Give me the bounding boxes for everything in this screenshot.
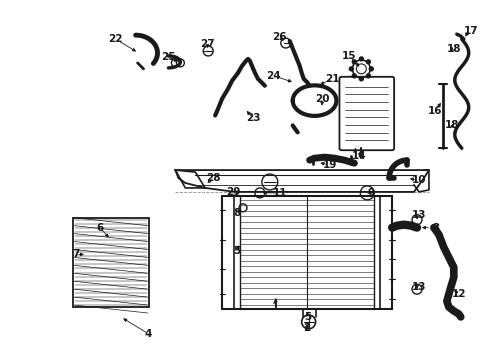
Circle shape [359, 57, 363, 61]
Text: 15: 15 [342, 51, 356, 61]
Text: 6: 6 [96, 222, 103, 233]
Text: 23: 23 [245, 113, 260, 123]
Text: 7: 7 [72, 249, 80, 260]
Text: 22: 22 [108, 34, 123, 44]
Text: 11: 11 [272, 188, 286, 198]
Circle shape [366, 74, 369, 78]
Text: 14: 14 [351, 151, 366, 161]
Text: 21: 21 [325, 74, 339, 84]
Text: 4: 4 [144, 329, 152, 339]
Text: 27: 27 [200, 39, 214, 49]
Text: 13: 13 [411, 282, 426, 292]
Circle shape [349, 67, 353, 71]
Text: 28: 28 [205, 173, 220, 183]
Text: 16: 16 [427, 105, 441, 116]
Circle shape [351, 74, 356, 78]
Text: 10: 10 [411, 175, 426, 185]
Text: 9: 9 [367, 188, 374, 198]
Text: 2: 2 [303, 323, 309, 333]
Text: 18: 18 [446, 44, 460, 54]
Circle shape [359, 77, 363, 81]
Text: 29: 29 [225, 187, 240, 197]
Text: 24: 24 [266, 71, 281, 81]
Text: 18: 18 [444, 121, 458, 130]
Circle shape [366, 60, 369, 64]
Text: 12: 12 [450, 289, 465, 299]
Text: 19: 19 [322, 160, 336, 170]
Circle shape [368, 67, 372, 71]
Text: 5: 5 [233, 247, 240, 256]
Text: 5: 5 [304, 312, 311, 322]
Text: 17: 17 [463, 26, 477, 36]
Text: 26: 26 [272, 32, 286, 42]
Circle shape [351, 60, 356, 64]
Text: 3: 3 [431, 222, 439, 233]
Text: 8: 8 [233, 208, 240, 218]
Text: 13: 13 [411, 210, 426, 220]
Text: 20: 20 [315, 94, 329, 104]
Text: 1: 1 [272, 302, 279, 312]
Text: 25: 25 [161, 52, 175, 62]
